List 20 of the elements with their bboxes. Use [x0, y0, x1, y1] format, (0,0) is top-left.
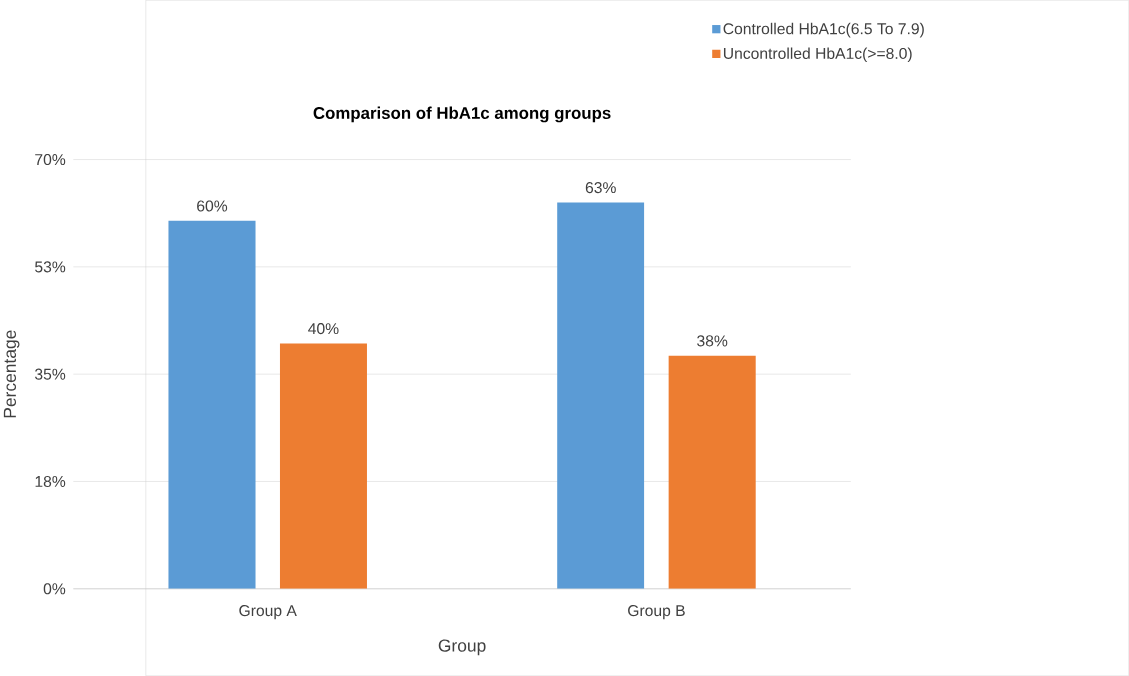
bar — [168, 220, 256, 589]
bar — [668, 355, 756, 589]
y-tick-label: 18% — [35, 475, 66, 487]
x-tick-label: Group B — [628, 605, 685, 620]
x-axis-title: Group — [438, 639, 486, 656]
data-label: 60% — [197, 200, 228, 212]
bar — [279, 343, 367, 589]
y-axis-title: Percentage — [3, 330, 20, 418]
y-tick-label: 0% — [43, 583, 66, 595]
y-tick-label: 70% — [35, 153, 66, 166]
legend-label: Controlled HbA1c(6.5 To 7.9) — [723, 22, 924, 38]
data-label: 40% — [308, 323, 339, 335]
y-tick-label: 35% — [35, 368, 66, 380]
data-label: 63% — [585, 182, 616, 194]
bar — [557, 202, 645, 589]
x-tick-label: Group A — [239, 605, 297, 620]
chart-title: Comparison of HbA1c among groups — [313, 106, 611, 123]
data-label: 38% — [697, 335, 728, 347]
legend-label: Uncontrolled HbA1c(>=8.0) — [723, 47, 912, 63]
y-tick-label: 53% — [35, 261, 66, 273]
